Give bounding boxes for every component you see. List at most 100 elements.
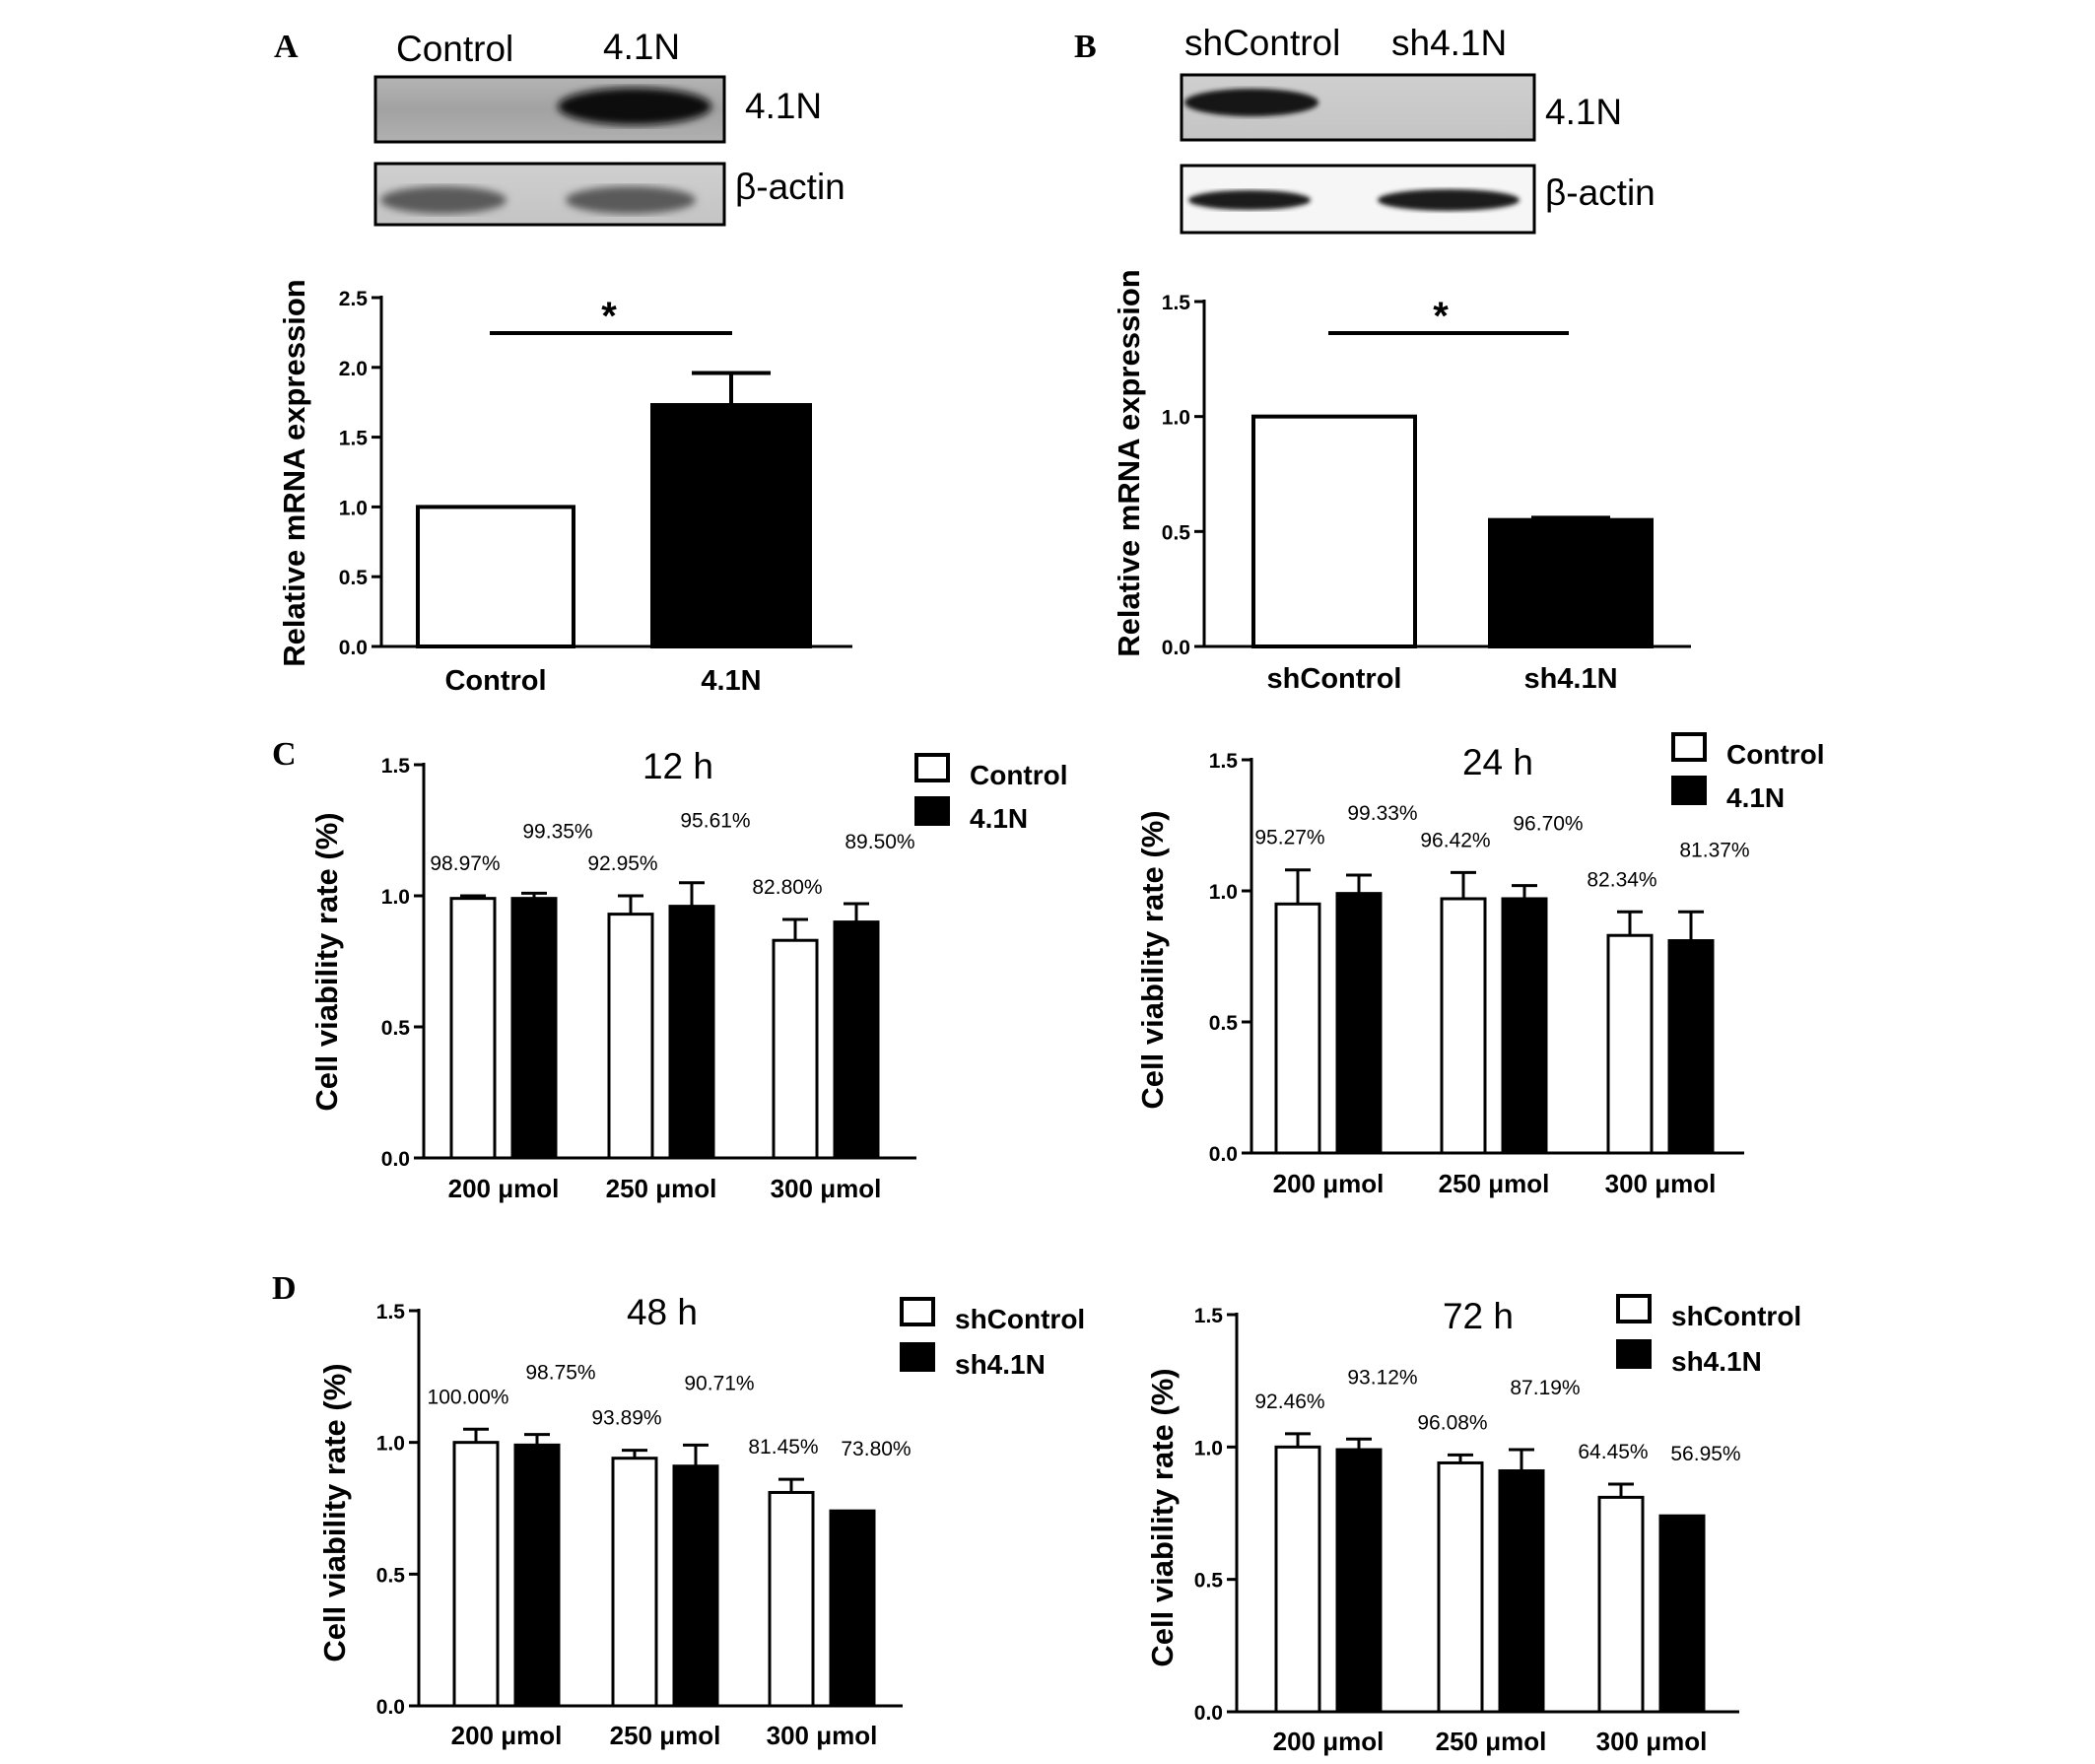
chart-title: 24 h: [1462, 742, 1533, 782]
legend-label: 4.1N: [1726, 782, 1785, 813]
y-tick-label: 1.5: [1162, 292, 1191, 314]
data-label: 87.19%: [1510, 1377, 1580, 1399]
category-label: 300 μmol: [1596, 1727, 1708, 1756]
blot-b-band-actin-signal-1: [1188, 190, 1311, 210]
bar: [1606, 933, 1654, 1155]
y-tick-label: 1.0: [1209, 881, 1238, 904]
data-label: 56.95%: [1670, 1443, 1740, 1465]
bar: [1274, 902, 1321, 1155]
bar: [772, 938, 819, 1160]
legend-label: shControl: [955, 1304, 1085, 1334]
legend-swatch: [1616, 1294, 1652, 1323]
data-label: 89.50%: [845, 831, 914, 853]
y-tick-label: 1.0: [376, 1433, 405, 1456]
y-tick-label: 1.5: [381, 755, 411, 778]
y-tick-label: 0.5: [376, 1564, 406, 1587]
blot-a-lane-4-1n: 4.1N: [603, 27, 680, 67]
data-label: 90.71%: [684, 1372, 754, 1394]
blot-b-lane-shcontrol: shControl: [1184, 23, 1340, 63]
y-tick-label: 1.5: [376, 1301, 406, 1323]
y-tick-label: 1.0: [339, 497, 368, 519]
legend-label: shControl: [1671, 1301, 1801, 1331]
data-label: 82.80%: [752, 876, 822, 899]
data-label: 81.45%: [748, 1436, 818, 1459]
legend-swatch: [900, 1297, 935, 1326]
y-tick-label: 1.5: [1209, 750, 1239, 773]
bar: [607, 913, 654, 1160]
y-axis-title: Relative mRNA expression: [1112, 269, 1146, 656]
blot-a-lane-control: Control: [396, 29, 513, 69]
category-label: 250 μmol: [610, 1721, 721, 1750]
category-label: 250 μmol: [1439, 1169, 1550, 1198]
data-label: 73.80%: [841, 1438, 911, 1460]
panel-letter-c: C: [272, 736, 297, 773]
category-label: 200 μmol: [1273, 1169, 1385, 1198]
y-tick-label: 0.5: [1194, 1570, 1224, 1593]
y-axis-title: Cell viability rate (%): [309, 812, 344, 1111]
data-label: 95.61%: [680, 810, 750, 833]
y-tick-label: 1.0: [1194, 1437, 1223, 1459]
blot-b-band-label-4-1n: 4.1N: [1545, 92, 1622, 132]
data-label: 82.34%: [1587, 868, 1656, 891]
bar: [768, 1490, 815, 1708]
bar: [829, 1509, 876, 1708]
bar: [672, 1464, 719, 1708]
y-tick-label: 0.0: [1194, 1702, 1223, 1725]
chart-title: 72 h: [1443, 1296, 1514, 1336]
y-tick-label: 0.5: [339, 567, 369, 589]
data-label: 92.95%: [587, 852, 657, 875]
data-label: 95.27%: [1254, 827, 1324, 849]
y-tick-label: 0.0: [1209, 1143, 1238, 1166]
bar: [1437, 1460, 1484, 1714]
blot-a-band-label-actin: β-actin: [735, 167, 845, 207]
blot-a-band-label-4-1n: 4.1N: [745, 86, 822, 126]
category-label: 300 μmol: [767, 1721, 878, 1750]
bar: [1251, 414, 1417, 648]
category-label: 300 μmol: [1605, 1169, 1717, 1198]
panel-letter-d: D: [272, 1270, 297, 1307]
y-tick-label: 0.5: [1162, 521, 1191, 544]
bar: [1498, 1469, 1545, 1714]
chart-a: 0.0 0.5 1.0 1.5 2.0 2.5 Relative mRNA expressi…: [277, 279, 852, 697]
bar: [650, 403, 812, 649]
legend-label: Control: [1726, 739, 1825, 770]
y-tick-label: 0.0: [376, 1696, 405, 1719]
category-label: 250 μmol: [1436, 1727, 1547, 1756]
panel-letter-b: B: [1074, 29, 1097, 65]
bar: [1335, 1448, 1383, 1714]
chart-d-72h: 0.0 0.5 1.0 1.5 Cell viability rate (%) 92.46…: [1145, 1294, 1801, 1756]
bar: [452, 1441, 500, 1708]
data-label: 99.35%: [522, 820, 592, 843]
category-label: shControl: [1267, 663, 1402, 695]
bar: [1335, 892, 1383, 1155]
blot-a-band-actin-signal-2: [566, 186, 696, 214]
legend: Control 4.1N: [914, 753, 1068, 834]
bar: [1274, 1445, 1321, 1714]
chart-b: 0.0 0.5 1.0 1.5 Relative mRNA expression shCo…: [1112, 269, 1691, 695]
western-blot-a: Control 4.1N 4.1N β-actin: [373, 27, 845, 227]
data-label: 81.37%: [1679, 839, 1749, 861]
data-label: 98.97%: [430, 852, 500, 875]
data-label: 96.42%: [1420, 829, 1490, 851]
chart-c-24h: 0.0 0.5 1.0 1.5 Cell viability rate (%) 95.27…: [1135, 732, 1825, 1198]
legend-swatch: [1671, 776, 1707, 805]
y-axis-title: Relative mRNA expression: [277, 279, 311, 666]
blot-b-lane-sh4-1n: sh4.1N: [1391, 23, 1507, 63]
y-tick-label: 0.0: [1162, 637, 1190, 659]
category-label: Control: [444, 665, 546, 697]
data-label: 93.12%: [1347, 1366, 1417, 1389]
y-tick-label: 1.5: [339, 428, 369, 450]
category-label: 200 μmol: [1273, 1727, 1385, 1756]
category-label: 4.1N: [701, 665, 761, 697]
chart-c-12h: 0.0 0.5 1.0 1.5 Cell viability rate (%) 98.97…: [309, 746, 1068, 1203]
category-label: 250 μmol: [606, 1174, 717, 1203]
y-tick-label: 1.5: [1194, 1305, 1224, 1327]
legend-swatch: [900, 1342, 935, 1372]
data-label: 64.45%: [1578, 1441, 1648, 1463]
bar: [449, 897, 497, 1160]
bar: [416, 505, 575, 649]
bar: [1658, 1514, 1706, 1714]
legend-label: 4.1N: [970, 803, 1028, 834]
significance-star: *: [601, 295, 617, 338]
